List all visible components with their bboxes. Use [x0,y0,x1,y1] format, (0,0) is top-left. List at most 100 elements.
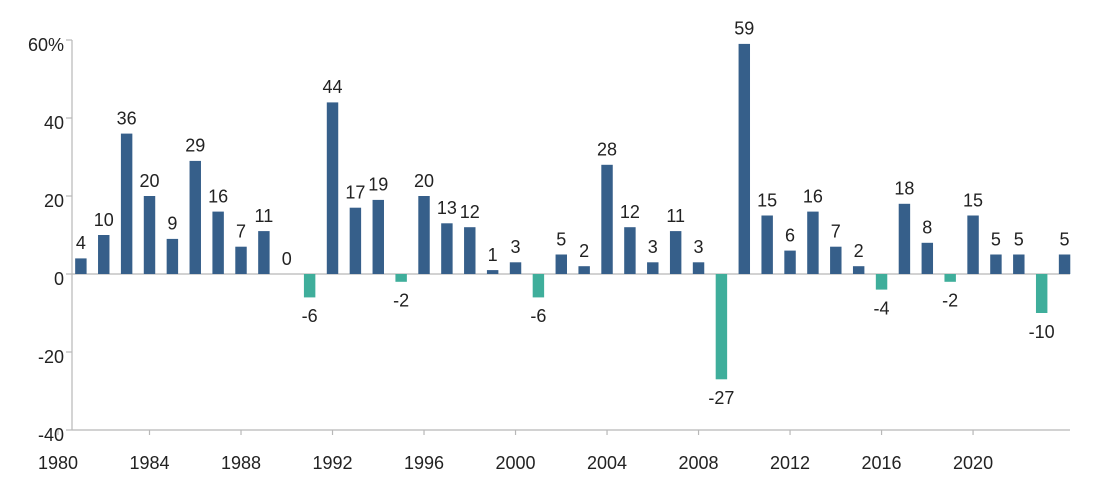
value-label: 9 [167,214,177,234]
value-label: 15 [963,190,983,210]
bar [120,133,133,274]
bar [486,270,499,274]
bar [166,238,179,274]
value-label: 28 [597,140,617,160]
value-label: 8 [922,218,932,238]
value-label: 17 [345,182,365,202]
bar [258,231,270,274]
bar [669,231,682,274]
value-label: 16 [803,186,823,206]
value-label: 3 [694,237,704,257]
bar [143,196,156,274]
value-label: 12 [620,202,640,222]
y-tick-label: 0 [54,269,64,289]
bar [921,242,934,274]
bar [578,266,590,274]
bar [990,254,1002,274]
value-label: 5 [1060,229,1070,249]
bar [944,274,956,282]
bar [464,227,476,274]
value-label: 5 [556,229,566,249]
x-tick-label: 2016 [862,453,902,473]
bar [1058,254,1071,274]
x-tick-label: 2004 [587,453,627,473]
value-label: 19 [368,175,388,195]
value-label: 11 [666,206,685,226]
x-tick-label: 2020 [953,453,993,473]
value-label: 0 [282,249,292,269]
value-label: -10 [1029,322,1055,342]
x-tick-label: 1980 [38,453,78,473]
bar [624,227,636,274]
bar [349,207,362,274]
value-label: 18 [894,179,914,199]
value-label: -4 [874,298,890,318]
value-label: 15 [757,190,777,210]
value-label: 59 [734,19,754,39]
value-label: 2 [579,241,589,261]
bar [395,274,407,282]
bar [784,250,796,274]
value-label: 12 [460,202,480,222]
x-tick-label: 1984 [129,453,169,473]
value-label: 1 [488,245,498,265]
bar [715,274,728,380]
bar [875,274,888,290]
value-label: 7 [236,221,246,241]
bar [303,274,316,298]
value-label: 10 [94,210,114,230]
y-tick-label: 20 [44,191,64,211]
bar [75,258,87,274]
value-label: 7 [831,221,841,241]
value-label: 20 [414,171,434,191]
value-label: 36 [117,108,137,128]
x-tick-label: 1996 [404,453,444,473]
bar [532,274,545,298]
value-label: 6 [785,225,795,245]
bar [967,215,979,274]
x-tick-label: 1992 [312,453,352,473]
value-label: 44 [323,77,343,97]
y-tick-label: 60% [28,35,64,55]
bar [212,211,224,274]
bar [418,196,430,274]
bar [235,246,247,274]
y-tick-label: -20 [38,347,64,367]
value-label: -27 [708,388,734,408]
x-tick-label: 2012 [770,453,810,473]
value-label: 29 [185,136,205,156]
value-label: 13 [437,198,457,218]
bar [326,102,339,275]
bar [441,223,453,274]
value-label: -6 [530,306,546,326]
y-tick-label: -40 [38,425,64,445]
bar [189,160,201,274]
value-label: 20 [139,171,159,191]
value-label: 2 [854,241,864,261]
bar [509,262,522,274]
x-tick-label: 2000 [496,453,536,473]
value-label: -2 [942,291,958,311]
y-tick-label: 40 [44,113,64,133]
bar [898,203,911,274]
value-label: 3 [511,237,521,257]
bar [830,246,842,274]
x-tick-label: 2008 [679,453,719,473]
bar [601,164,613,274]
bar [647,262,659,274]
value-label: -2 [393,291,409,311]
bar [761,215,773,274]
value-label: 11 [255,206,274,226]
bar [692,262,705,274]
value-label: 5 [991,229,1001,249]
bar [372,199,384,274]
bar [555,254,567,274]
bar [807,211,819,274]
value-label: 16 [208,186,228,206]
x-tick-label: 1988 [221,453,261,473]
bar [1013,254,1025,274]
bar [1035,274,1048,313]
value-label: 4 [76,233,86,253]
value-label: 5 [1014,229,1024,249]
